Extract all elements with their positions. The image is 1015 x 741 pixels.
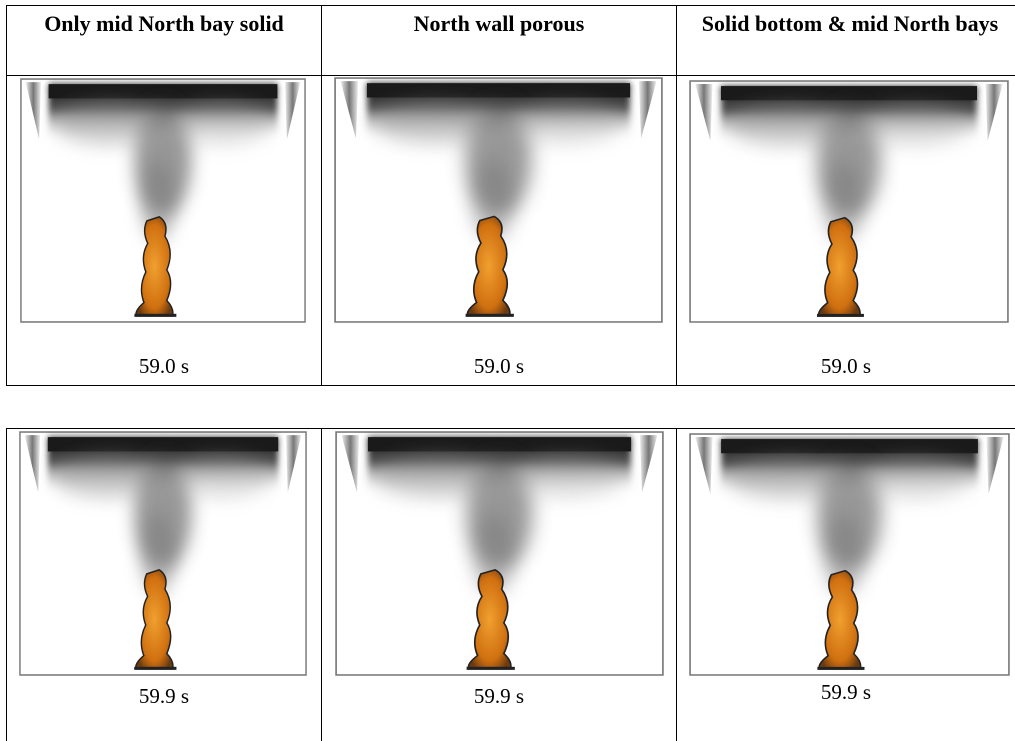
simulation-image: [334, 77, 663, 323]
border: [321, 5, 322, 386]
time-caption: 59.0 s: [322, 354, 676, 379]
time-caption: 59.9 s: [322, 684, 676, 709]
border: [6, 5, 1015, 6]
border: [6, 75, 1015, 76]
border: [6, 385, 1015, 386]
simulation-image: [19, 431, 307, 676]
time-caption: 59.9 s: [677, 680, 1015, 705]
simulation-image: [689, 80, 1009, 323]
border: [676, 5, 677, 386]
simulation-image: [689, 433, 1010, 676]
border: [6, 5, 7, 386]
time-caption: 59.9 s: [7, 684, 321, 709]
time-caption: 59.0 s: [677, 354, 1015, 379]
column-header: Only mid North bay solid: [7, 8, 321, 40]
simulation-image: [335, 431, 664, 676]
border: [6, 428, 1015, 429]
simulation-image: [20, 78, 306, 323]
column-header: Solid bottom & mid North bays: [690, 8, 1010, 40]
time-caption: 59.0 s: [7, 354, 321, 379]
page: Only mid North bay solid North wall poro…: [0, 0, 1015, 741]
column-header: North wall porous: [322, 8, 676, 40]
